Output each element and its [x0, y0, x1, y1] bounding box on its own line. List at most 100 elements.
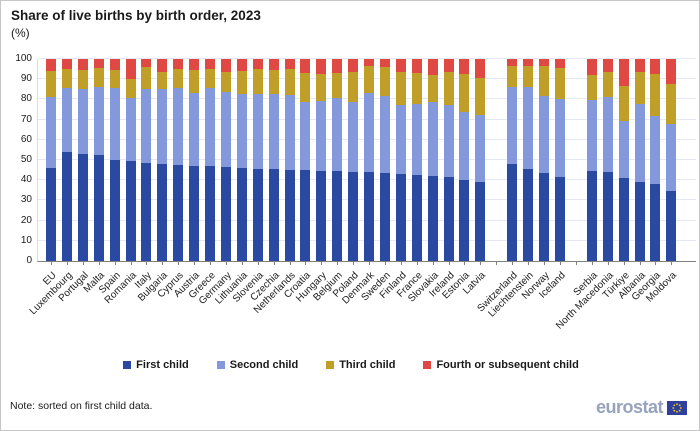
segment-first-child: [157, 164, 168, 261]
segment-fourth-or-subsequent-child: [173, 59, 184, 70]
y-tick-label: 60: [20, 133, 32, 145]
x-tick: [512, 261, 514, 265]
segment-first-child: [236, 168, 247, 261]
segment-first-child: [77, 153, 88, 261]
x-tick: [289, 261, 291, 265]
segment-third-child: [379, 67, 390, 97]
segment-fourth-or-subsequent-child: [539, 59, 549, 67]
segment-third-child: [316, 74, 327, 102]
legend-label-second-child: Second child: [229, 359, 299, 371]
x-tick: [671, 261, 673, 265]
bar-italy: [141, 59, 152, 261]
segment-fourth-or-subsequent-child: [523, 59, 534, 67]
bar-greece: [205, 59, 215, 261]
eurostat-logo-text: eurostat: [595, 397, 664, 417]
segment-first-child: [618, 178, 629, 261]
segment-fourth-or-subsequent-child: [61, 59, 72, 70]
segment-third-child: [77, 70, 88, 90]
bar-belgium: [332, 59, 343, 261]
segment-first-child: [364, 172, 374, 261]
x-tick: [162, 261, 164, 265]
segment-second-child: [93, 87, 104, 155]
y-tick-label: 50: [20, 154, 32, 165]
segment-third-child: [252, 69, 263, 95]
segment-third-child: [523, 66, 534, 88]
segment-second-child: [46, 97, 56, 169]
segment-third-child: [459, 74, 470, 112]
segment-third-child: [61, 69, 72, 89]
bar-romania: [125, 59, 136, 261]
bar-spain: [109, 59, 120, 261]
segment-first-child: [554, 177, 565, 261]
y-tick-label: 100: [15, 53, 32, 64]
segment-first-child: [666, 191, 677, 261]
bar-cyprus: [173, 59, 184, 261]
segment-third-child: [109, 70, 120, 89]
bar-croatia: [300, 59, 311, 261]
bar-latvia: [475, 59, 486, 261]
x-tick: [544, 261, 545, 265]
segment-second-child: [316, 101, 327, 172]
bar-luxembourg: [61, 59, 72, 261]
segment-first-child: [284, 170, 295, 261]
segment-second-child: [220, 92, 231, 168]
segment-second-child: [634, 104, 645, 183]
segment-fourth-or-subsequent-child: [93, 59, 104, 69]
segment-first-child: [93, 154, 104, 261]
segment-third-child: [634, 72, 645, 105]
x-tick: [369, 261, 370, 265]
segment-fourth-or-subsequent-child: [475, 59, 486, 79]
x-tick: [400, 261, 402, 265]
legend: First child Second child Third child Fourth…: [1, 359, 699, 371]
bar-poland: [348, 59, 359, 261]
bar-czechia: [268, 59, 279, 261]
segment-first-child: [586, 171, 597, 261]
segment-first-child: [205, 166, 215, 261]
legend-item-first-child: First child: [123, 359, 189, 371]
segment-second-child: [459, 111, 470, 181]
segment-first-child: [141, 163, 152, 261]
x-tick: [353, 261, 355, 265]
segment-fourth-or-subsequent-child: [379, 59, 390, 68]
segment-second-child: [554, 99, 565, 178]
y-tick-label: 30: [20, 194, 32, 206]
bar-lithuania: [236, 59, 247, 261]
bar-slovakia: [427, 59, 438, 261]
x-tick: [384, 261, 386, 265]
segment-second-child: [61, 88, 72, 152]
bar-georgia: [650, 59, 661, 261]
x-tick: [210, 261, 211, 265]
bar-estonia: [459, 59, 470, 261]
segment-fourth-or-subsequent-child: [300, 59, 311, 74]
x-tick: [448, 261, 450, 265]
x-tick: [146, 261, 148, 265]
segment-first-child: [507, 164, 518, 261]
y-tick-label: 20: [20, 214, 32, 226]
segment-first-child: [602, 172, 613, 261]
segment-first-child: [316, 171, 327, 261]
bar-north-macedonia: [602, 59, 613, 261]
segment-second-child: [364, 93, 374, 173]
segment-third-child: [666, 84, 677, 124]
segment-second-child: [268, 94, 279, 170]
segment-third-child: [268, 70, 279, 95]
legend-swatch-first-child: [123, 361, 132, 369]
x-tick: [273, 261, 275, 265]
bar-austria: [189, 59, 200, 261]
segment-second-child: [602, 97, 613, 173]
segment-third-child: [173, 69, 184, 89]
segment-fourth-or-subsequent-child: [141, 59, 152, 68]
bar-moldova: [666, 59, 677, 261]
segment-third-child: [205, 69, 215, 89]
segment-fourth-or-subsequent-child: [205, 59, 215, 70]
y-tick-label: 40: [20, 174, 32, 186]
x-tick: [655, 261, 657, 265]
x-tick: [98, 261, 100, 265]
segment-first-child: [348, 172, 359, 261]
segment-second-child: [77, 89, 88, 154]
segment-third-child: [395, 72, 406, 106]
chart-title: Share of live births by birth order, 202…: [11, 8, 261, 23]
segment-first-child: [252, 169, 263, 261]
segment-fourth-or-subsequent-child: [125, 59, 136, 80]
segment-third-child: [348, 72, 359, 103]
